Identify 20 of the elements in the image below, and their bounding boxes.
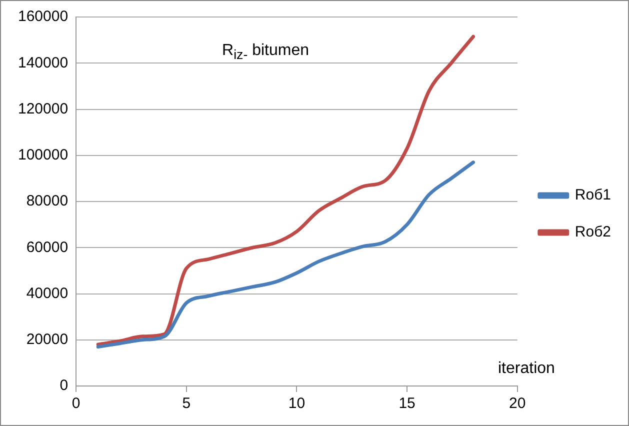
x-axis-title: iteration [498, 360, 555, 378]
y-tick-label: 0 [60, 377, 68, 394]
line-series [96, 34, 476, 346]
x-tick-label: 10 [288, 395, 306, 412]
y-tick-label: 120000 [18, 100, 68, 118]
x-tick-label: 15 [398, 395, 416, 412]
y-tick-label: 160000 [18, 8, 68, 26]
legend-label: Roб1 [574, 186, 611, 204]
y-tick-label: 20000 [26, 331, 68, 348]
y-tick-label: 60000 [26, 238, 68, 256]
y-tick-label: 140000 [18, 54, 68, 72]
x-tick-label: 5 [182, 395, 191, 412]
x-tick-label: 20 [509, 395, 526, 412]
y-tick-label: 100000 [18, 146, 68, 164]
line-series [96, 160, 476, 349]
y-tick-label: 40000 [26, 284, 68, 302]
text: R$_{iz-}$ bitumen [222, 42, 310, 62]
legend-label: Roб2 [574, 224, 611, 241]
x-tick-label: 0 [72, 395, 80, 412]
y-tick-label: 80000 [26, 192, 68, 210]
